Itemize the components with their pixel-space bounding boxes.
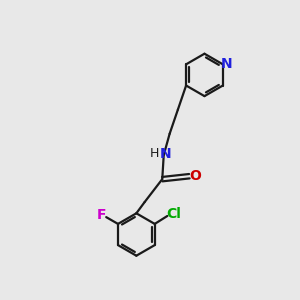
- Text: H: H: [150, 147, 159, 160]
- Text: Cl: Cl: [167, 207, 181, 220]
- Text: O: O: [189, 169, 201, 183]
- Text: N: N: [220, 57, 232, 71]
- Text: F: F: [97, 208, 106, 222]
- Text: N: N: [159, 146, 171, 161]
